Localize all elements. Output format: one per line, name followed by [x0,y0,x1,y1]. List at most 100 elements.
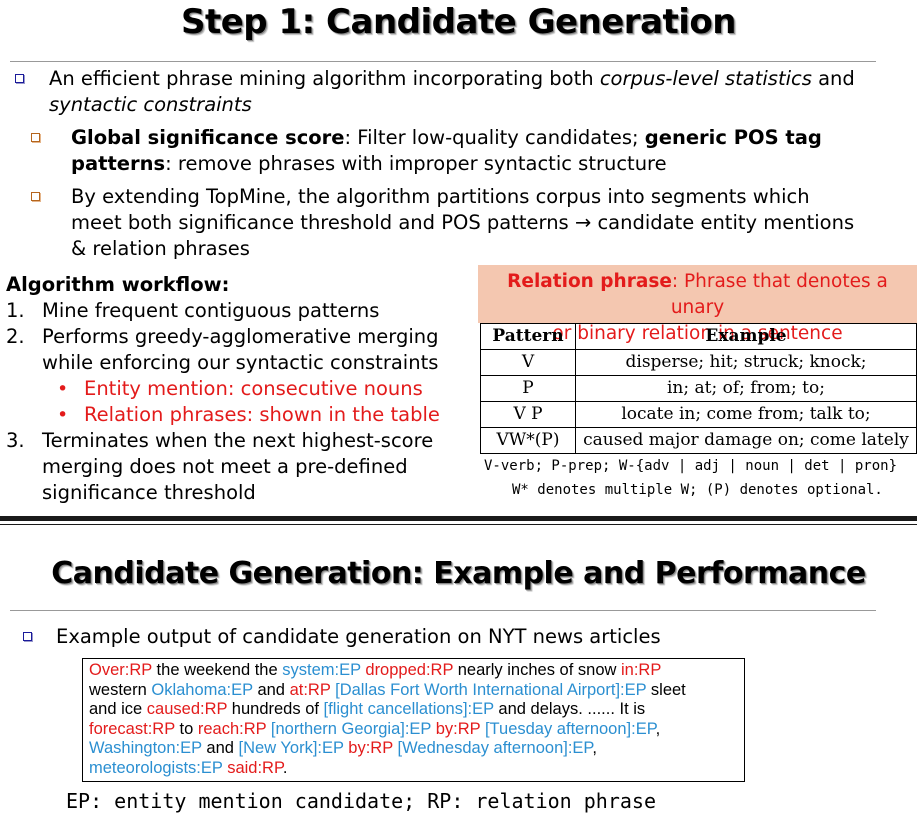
plain-text: nearly inches of snow [453,661,621,679]
example-line: Washington:EP and [New York]:EP by:RP [W… [89,739,738,759]
plain-text: western [89,680,152,699]
plain-text: and [252,680,290,699]
example-cell: locate in; come from; talk to; [575,401,917,428]
entity-mention-tag: system:EP [282,661,361,679]
example-line: meteorologists:EP said:RP. [89,759,738,779]
sub1-line2: patterns: remove phrases with improper s… [71,151,667,177]
pattern-cell: V [480,349,576,376]
relation-phrase-header: Relation phrase: Phrase that denotes a u… [478,265,917,344]
bullet-dot-icon: • [57,378,69,400]
plain-text: and ice [89,700,147,719]
sub1-bold-2: generic POS tag [644,126,822,149]
bullet1-line1: An efficient phrase mining algorithm inc… [49,66,855,92]
relation-phrase-tag: in:RP [621,661,662,679]
relation-phrase-tag: at:RP [289,680,331,699]
sub2-line3: & relation phrases [71,237,250,260]
plain-text: , [655,719,661,738]
slide-separator-thin [0,524,917,525]
relation-header-text: : Phrase that denotes a unary [670,271,888,318]
relation-phrase-tag: by:RP [348,739,393,758]
entity-mention-rule: Entity mention: consecutive nouns [84,377,423,400]
step3-num: 3. [6,429,25,452]
plain-text: sleet [646,680,686,699]
step1-num: 1. [6,299,25,322]
example-line: Over:RP the weekend the system:EP droppe… [89,661,738,681]
column-header-example: Example [575,323,917,350]
workflow-heading-text: Algorithm workflow: [6,273,230,296]
example-cell: caused major damage on; come lately [575,427,917,454]
title-rule [10,610,876,611]
plain-text: the weekend the [151,661,283,679]
pattern-cell: V P [480,401,576,428]
example-cell: in; at; of; from; to; [575,375,917,402]
example-line: forecast:RP to reach:RP [northern Georgi… [89,720,738,740]
step2-line1: Performs greedy-agglomerative merging [42,325,439,348]
slide2-title: Candidate Generation: Example and Perfor… [51,556,866,591]
table-row: VW*(P) caused major damage on; come late… [480,427,917,454]
entity-mention-tag: [Wednesday afternoon]:EP [397,739,593,758]
relation-phrase-tag: by:RP [435,719,481,738]
workflow-heading: Algorithm workflow: [6,272,229,298]
table-row: V disperse; hit; struck; knock; [480,349,917,376]
entity-mention-tag: meteorologists:EP [89,758,223,777]
sub2-line1: By extending TopMine, the algorithm part… [71,185,810,208]
sub2-line2: meet both significance threshold and POS… [71,211,855,234]
plain-text: . [282,758,288,777]
step2-line2: while enforcing our syntactic constraint… [42,351,439,374]
relation-phrase-tag: caused:RP [146,700,228,719]
example-line: and ice caused:RP hundreds of [flight ca… [89,700,738,720]
relation-pattern-table: Pattern Example V disperse; hit; struck;… [480,323,917,454]
square-bullet-icon [31,192,40,201]
bullet1-emphasis: corpus-level statistics [599,67,812,90]
bullet-dot-icon: • [57,404,69,426]
plain-text: hundreds of [227,700,324,719]
entity-mention-tag: [Dallas Fort Worth International Airport… [335,680,647,699]
entity-mention-tag: [flight cancellations]:EP [323,700,494,719]
entity-mention-tag: [Tuesday afternoon]:EP [484,719,656,738]
relation-phrase-tag: dropped:RP [365,661,454,679]
step3-line2: merging does not meet a pre-defined [42,455,408,478]
example-line: western Oklahoma:EP and at:RP [Dallas Fo… [89,681,738,701]
sub1-text-2: : remove phrases with improper syntactic… [165,152,667,175]
plain-text: and delays. ...... It is [493,700,646,719]
sub1-bold-3: patterns [71,152,166,175]
sub1-bold: Global significance score [71,126,345,149]
pattern-cell: VW*(P) [480,427,576,454]
step2-num: 2. [6,325,25,348]
plain-text: to [174,719,198,738]
square-bullet-icon [31,133,40,142]
pattern-cell: P [480,375,576,402]
example-output-box: Over:RP the weekend the system:EP droppe… [82,658,745,782]
table-header-row: Pattern Example [480,323,917,350]
relation-header-line1: Relation phrase: Phrase that denotes a u… [478,269,917,321]
relation-phrase-tag: reach:RP [197,719,267,738]
slide2-bullet: Example output of candidate generation o… [56,625,661,648]
table-row: V P locate in; come from; talk to; [480,401,917,428]
relation-phrase-tag: said:RP [227,758,283,777]
entity-mention-tag: Oklahoma:EP [151,680,253,699]
step3-line1: Terminates when the next highest-score [42,429,434,452]
bullet1-line2: syntactic constraints [49,92,252,118]
square-bullet-icon [23,632,32,641]
column-header-pattern: Pattern [480,323,576,350]
relation-phrase-tag: Over:RP [89,661,152,679]
relation-header-bold: Relation phrase [507,271,672,292]
step3-line3: significance threshold [42,481,256,504]
table-note-2: W* denotes multiple W; (P) denotes optio… [512,482,883,498]
bullet1-text: An efficient phrase mining algorithm inc… [49,67,600,90]
legend-text: EP: entity mention candidate; RP: relati… [66,789,657,813]
bullet1-text-end: and [811,67,855,90]
bullet1-emphasis-2: syntactic constraints [49,93,252,116]
sub1-line1: Global significance score: Filter low-qu… [71,125,822,151]
plain-text: and [201,739,239,758]
square-bullet-icon [15,74,24,83]
slide1-title: Step 1: Candidate Generation [180,2,737,42]
step1-text: Mine frequent contiguous patterns [42,299,380,322]
entity-mention-tag: Washington:EP [89,739,202,758]
example-cell: disperse; hit; struck; knock; [575,349,917,376]
entity-mention-tag: [northern Georgia]:EP [270,719,432,738]
sub1-text: : Filter low-quality candidates; [344,126,645,149]
relation-phrase-rule: Relation phrases: shown in the table [84,403,440,426]
title-rule [10,61,876,62]
relation-phrase-tag: forecast:RP [89,719,175,738]
